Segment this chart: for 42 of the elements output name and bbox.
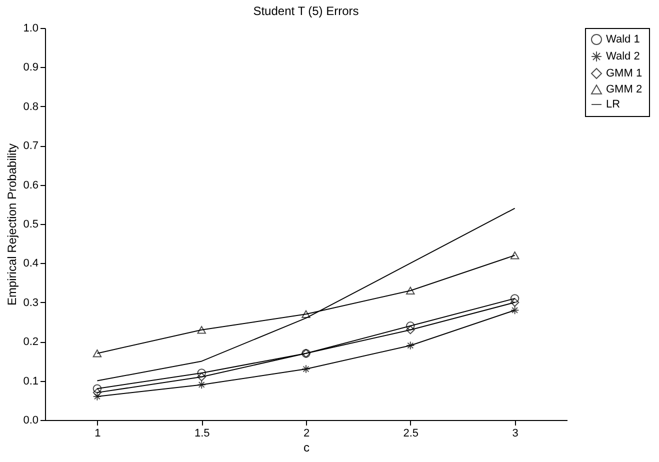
point bbox=[406, 341, 415, 350]
point bbox=[197, 372, 206, 382]
y-tick-label: 0.3 bbox=[23, 296, 38, 309]
y-tick-label: 0.6 bbox=[23, 179, 38, 192]
y-tick-label: 0.7 bbox=[23, 140, 38, 152]
point bbox=[197, 326, 206, 334]
point bbox=[197, 380, 206, 390]
point bbox=[302, 364, 310, 374]
y-tick-label: 0.5 bbox=[23, 218, 38, 230]
x-tick-label: 3 bbox=[512, 428, 518, 440]
y-tick-label: 0.1 bbox=[23, 375, 38, 388]
y-tick-label: 0.2 bbox=[23, 336, 38, 348]
legend-label: Wald 2 bbox=[606, 50, 640, 62]
point bbox=[510, 252, 520, 260]
line-series bbox=[96, 208, 516, 382]
point bbox=[510, 294, 520, 303]
point bbox=[302, 310, 310, 318]
point bbox=[406, 325, 415, 334]
point bbox=[510, 298, 520, 307]
point bbox=[406, 322, 415, 330]
x-tick-label: 1 bbox=[94, 428, 101, 440]
y-tick-label: 0.4 bbox=[23, 258, 38, 270]
point bbox=[92, 388, 102, 397]
point bbox=[510, 306, 520, 315]
y-tick-label: 0.0 bbox=[23, 414, 38, 426]
y-tick-label: 1.0 bbox=[23, 22, 38, 34]
legend-label: Wald 1 bbox=[606, 34, 640, 46]
point bbox=[92, 384, 102, 394]
x-axis-title: c bbox=[304, 440, 310, 454]
x-tick-label: 1.5 bbox=[194, 428, 210, 440]
y-axis-title: Empirical Rejection Probability bbox=[5, 143, 20, 306]
y-tick-label: 0.8 bbox=[23, 100, 38, 113]
legend-label: GMM 2 bbox=[606, 84, 642, 96]
x-tick-label: 2.5 bbox=[403, 428, 419, 440]
legend-label: LR bbox=[606, 98, 620, 110]
y-tick-label: 0.9 bbox=[23, 62, 38, 74]
x-tick-label: 2 bbox=[303, 428, 310, 440]
point bbox=[406, 286, 415, 294]
point bbox=[197, 368, 206, 378]
legend-label: GMM 1 bbox=[606, 68, 642, 80]
chart-title: Student T (5) Errors bbox=[253, 4, 359, 18]
point bbox=[92, 350, 102, 358]
